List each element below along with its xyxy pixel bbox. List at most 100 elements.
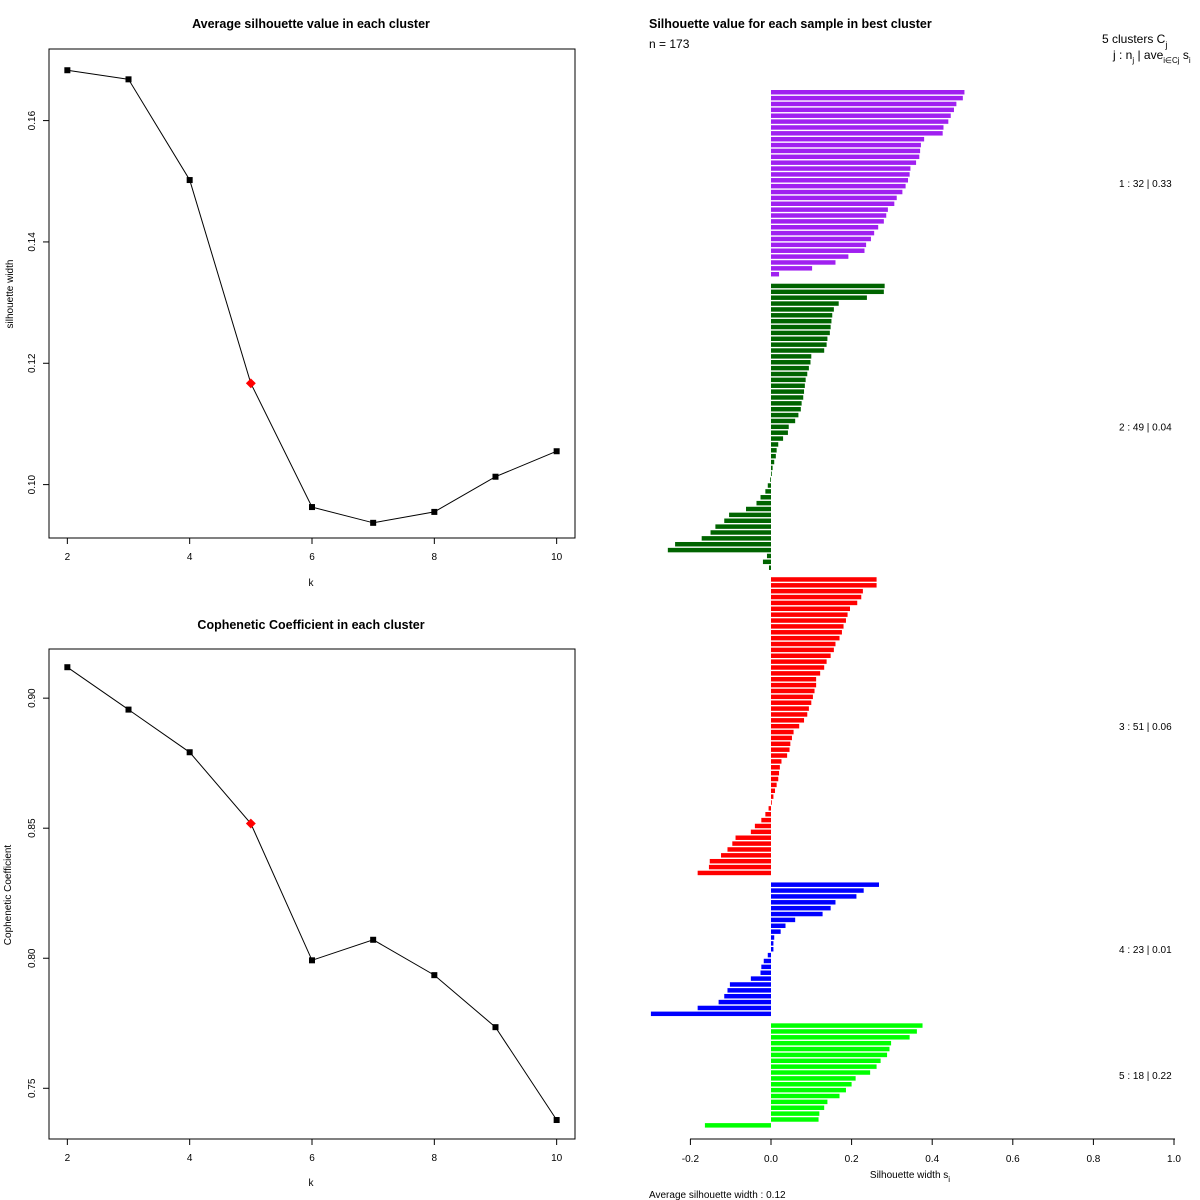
columns-header-sub-n: j <box>1131 56 1134 65</box>
sample-count: n = 173 <box>649 37 690 51</box>
cluster-5-silhouette-bar <box>771 1064 877 1069</box>
cluster-3-silhouette-bar <box>771 583 877 588</box>
cluster-5-silhouette-bar <box>771 1058 881 1064</box>
cluster-3-silhouette-bar <box>771 612 848 617</box>
cluster-4-silhouette-bar <box>771 917 796 923</box>
chart2-data-point <box>370 936 377 943</box>
cluster-4-summary-label: 4 : 23 | 0.01 <box>1119 945 1172 956</box>
columns-header-sub-set: i∈Cj <box>1163 56 1180 65</box>
cluster-1-silhouette-bar <box>771 254 849 259</box>
chart3-x-tick-label: 0.4 <box>925 1154 939 1165</box>
cluster-3-silhouette-bar <box>771 712 808 717</box>
chart2-y-tick-label: 0.85 <box>27 818 38 838</box>
cluster-5-silhouette-bar <box>771 1070 871 1075</box>
cluster-2-silhouette-bar <box>724 518 771 523</box>
cluster-4-silhouette-bar <box>750 976 771 981</box>
cluster-2-silhouette-bar <box>771 318 832 324</box>
cluster-3-silhouette-bar <box>771 718 805 723</box>
cluster-3-silhouette-bar <box>771 588 863 594</box>
cluster-1-silhouette-bar <box>771 260 836 265</box>
cluster-1-silhouette-bar <box>771 101 957 107</box>
cluster-3-silhouette-bar <box>771 782 777 788</box>
cluster-1-silhouette-bar <box>771 178 909 183</box>
cluster-3-silhouette-bar <box>754 823 771 829</box>
chart2-x-tick-label: 2 <box>65 1153 71 1164</box>
cluster-2-silhouette-bar <box>771 418 796 424</box>
cluster-2-silhouette-bar <box>667 547 771 553</box>
cluster-1-silhouette-bar <box>771 119 949 124</box>
cluster-3-silhouette-bar <box>750 829 771 835</box>
cluster-2-silhouette-bar <box>771 360 811 365</box>
cluster-3-silhouette-bar <box>771 606 850 612</box>
cluster-2-silhouette-bar <box>762 559 771 565</box>
cluster-3-silhouette-bar <box>709 858 771 864</box>
chart3-x-tick-label: 0.6 <box>1006 1154 1020 1165</box>
chart2-y-tick-label: 0.75 <box>27 1078 38 1098</box>
cluster-3-silhouette-bar <box>771 624 844 629</box>
cluster-2-silhouette-bar <box>771 301 839 306</box>
cluster-3-silhouette-bar <box>771 641 836 647</box>
cluster-3-silhouette-bar <box>771 770 780 776</box>
chart1-data-point <box>431 508 438 515</box>
cluster-3-silhouette-bar <box>771 665 825 670</box>
chart1-y-tick-label: 0.16 <box>27 110 38 130</box>
chart3-x-tick-label: 0.8 <box>1086 1154 1100 1165</box>
cluster-1-silhouette-bar <box>771 225 879 230</box>
chart1-data-point <box>492 473 499 480</box>
cluster-1-silhouette-bar <box>771 242 867 248</box>
cluster-2-silhouette-bar <box>771 354 812 359</box>
chart2-data-point <box>431 972 438 979</box>
cluster-3-silhouette-bar <box>761 817 771 823</box>
chart2-x-tick-label: 10 <box>551 1153 563 1164</box>
cluster-5-silhouette-bar <box>771 1093 840 1099</box>
cluster-2-silhouette-bar <box>771 465 773 471</box>
cluster-2-silhouette-bar <box>729 512 771 518</box>
cluster-2-silhouette-bar <box>771 289 884 295</box>
chart2-x-tick-label: 8 <box>432 1153 438 1164</box>
chart2-y-tick-label: 0.90 <box>27 688 38 708</box>
cluster-4-silhouette-bar <box>724 993 771 999</box>
cluster-1-silhouette-bar <box>771 172 910 177</box>
chart1-title: Average silhouette value in each cluster <box>192 17 430 31</box>
cluster-1-silhouette-bar <box>771 90 965 95</box>
cluster-4-silhouette-bar <box>771 935 775 940</box>
cluster-5-silhouette-bar <box>771 1111 820 1116</box>
cluster-1-silhouette-bar <box>771 131 943 136</box>
cluster-4-silhouette-bar <box>771 882 880 887</box>
cluster-3-silhouette-bar <box>771 653 831 658</box>
cluster-4-silhouette-bar <box>771 911 823 917</box>
cluster-3-silhouette-bar <box>771 677 817 682</box>
chart1-data-point <box>125 76 132 83</box>
chart3-x-tick-label: 0.0 <box>764 1154 778 1165</box>
cluster-3-silhouette-bar <box>708 864 771 870</box>
cluster-5-silhouette-bar <box>771 1029 917 1034</box>
columns-header-s: s <box>1180 48 1189 62</box>
cluster-3-silhouette-bar <box>771 741 791 747</box>
cluster-4-silhouette-bar <box>718 999 771 1005</box>
cluster-4-silhouette-bar <box>771 923 786 929</box>
chart2-data-point <box>186 749 193 756</box>
cluster-3-silhouette-bar <box>771 688 815 694</box>
cluster-2-silhouette-bar <box>771 371 808 377</box>
cluster-2-silhouette-bar <box>715 524 771 529</box>
cluster-5-silhouette-bar <box>771 1099 828 1105</box>
cluster-3-silhouette-bar <box>697 870 771 876</box>
cluster-1-summary-label: 1 : 32 | 0.33 <box>1119 179 1172 190</box>
chart1-plot-frame <box>48 48 576 539</box>
cluster-1-silhouette-bar <box>771 213 887 218</box>
cluster-2-silhouette-bar <box>771 406 801 412</box>
cluster-3-silhouette-bar <box>771 659 827 664</box>
chart2-x-tick-label: 6 <box>309 1153 315 1164</box>
cluster-3-silhouette-bar <box>771 794 774 799</box>
cluster-1-silhouette-bar <box>771 113 951 118</box>
columns-header-text: j : n <box>1112 48 1132 62</box>
cluster-3-silhouette-bar <box>771 618 846 623</box>
chart3-x-tick-label: 1.0 <box>1167 1154 1181 1165</box>
chart2-best-k-marker <box>245 818 256 829</box>
cluster-1-silhouette-bar <box>771 154 920 160</box>
cluster-1-silhouette-bar <box>771 160 917 165</box>
cluster-2-silhouette-bar <box>771 436 784 441</box>
columns-header: j : nj | avei∈Cj si <box>1112 48 1191 65</box>
cluster-2-silhouette-bar <box>675 541 771 547</box>
cluster-3-silhouette-bar <box>771 647 834 653</box>
